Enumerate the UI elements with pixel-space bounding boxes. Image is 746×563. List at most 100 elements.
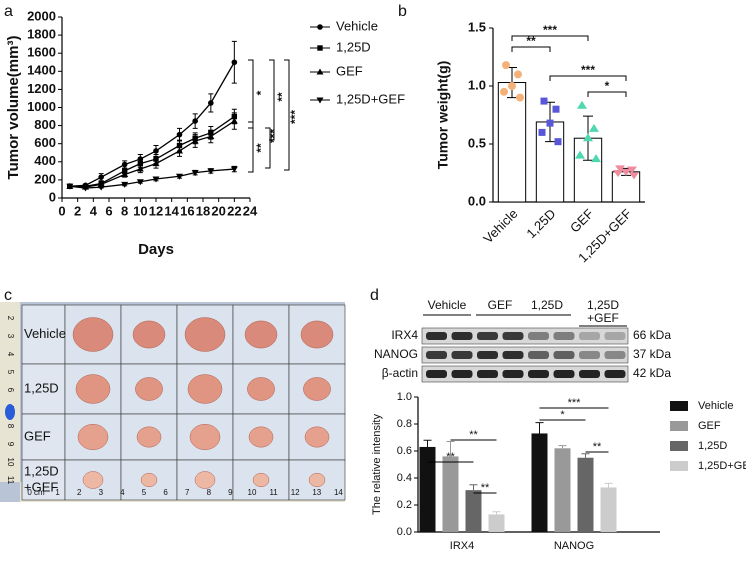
point xyxy=(552,105,560,113)
tumor xyxy=(308,472,326,488)
blot-band xyxy=(477,370,498,378)
significance-label: * xyxy=(560,409,565,421)
point xyxy=(589,123,599,132)
lane-label: 1,25D xyxy=(587,298,619,312)
marker xyxy=(192,118,198,124)
point xyxy=(627,166,637,174)
clip xyxy=(5,404,15,420)
lane-label: 1,25D xyxy=(531,298,563,312)
y-tick-label: 1.0 xyxy=(468,77,486,92)
ruler-label: 5 xyxy=(6,370,15,375)
tumor xyxy=(75,374,111,404)
y-tick-label: 1600 xyxy=(27,45,56,60)
significance-label: * xyxy=(605,79,610,93)
legend-label: 1,25D xyxy=(698,440,727,452)
row-label: GEF xyxy=(24,428,51,443)
blot-band xyxy=(528,370,549,378)
y-tick-label: 2000 xyxy=(27,8,56,23)
tumor xyxy=(244,320,278,349)
error-bar xyxy=(492,511,501,515)
x-tick-label: 14 xyxy=(164,203,179,218)
blot-band xyxy=(528,332,549,340)
x-axis-title: Days xyxy=(138,241,174,258)
point xyxy=(591,154,601,163)
tumor xyxy=(194,471,216,489)
significance-label: *** xyxy=(288,110,302,124)
protein-label: β-actin xyxy=(382,366,418,380)
marker xyxy=(316,97,324,104)
y-tick-label: 1800 xyxy=(27,27,56,42)
y-tick-label: 0.0 xyxy=(397,526,412,538)
error-bar xyxy=(469,484,478,491)
y-tick-label: 1400 xyxy=(27,63,56,78)
y-tick-label: 0.4 xyxy=(397,472,412,484)
marker xyxy=(317,24,323,30)
y-tick-label: 600 xyxy=(34,135,56,150)
point xyxy=(502,61,510,70)
marker xyxy=(176,147,183,154)
line xyxy=(69,120,235,188)
panel-label: b xyxy=(398,3,407,20)
tumor xyxy=(187,374,223,404)
ruler-label: 7 xyxy=(185,488,190,497)
blot-strip xyxy=(421,365,629,383)
x-tick-label: 20 xyxy=(211,203,225,218)
ruler-label: 4 xyxy=(120,488,125,497)
error-bar xyxy=(446,441,455,457)
bar xyxy=(600,487,617,532)
tumor xyxy=(300,320,334,349)
x-tick-label: 18 xyxy=(196,203,210,218)
marker xyxy=(317,45,323,51)
marker xyxy=(97,184,105,191)
legend-label: GEF xyxy=(336,63,363,78)
significance-label: ** xyxy=(526,34,536,48)
blot-band xyxy=(477,332,498,340)
blot-band xyxy=(426,332,447,340)
legend-label: Vehicle xyxy=(336,18,378,33)
marker xyxy=(66,183,74,190)
marker xyxy=(121,161,128,168)
legend-swatch xyxy=(670,461,688,471)
ruler-label: 2 xyxy=(6,316,15,321)
ruler-label: 2 xyxy=(77,488,82,497)
point xyxy=(516,93,524,102)
blot-band xyxy=(553,351,575,359)
lane-label: Vehicle xyxy=(428,298,467,312)
panel-label: a xyxy=(4,3,13,20)
x-tick-label: 16 xyxy=(180,203,194,218)
bar xyxy=(497,82,527,203)
blot-band xyxy=(502,332,524,340)
marker xyxy=(230,166,238,173)
row-label-cell xyxy=(21,363,66,415)
line xyxy=(69,168,235,189)
point xyxy=(540,97,548,105)
marker xyxy=(231,59,238,66)
tumor xyxy=(189,424,221,450)
ruler-label: 3 xyxy=(99,488,104,497)
tumor xyxy=(303,377,331,401)
y-axis-title: Tumor volume(mm³) xyxy=(5,36,22,180)
x-tick-label: Vehicle xyxy=(480,206,520,246)
y-tick-label: 800 xyxy=(34,117,56,132)
ruler-label: 14 xyxy=(334,488,343,497)
significance-label: ** xyxy=(275,92,289,102)
significance-label: *** xyxy=(568,397,582,409)
panel-label: c xyxy=(4,287,12,304)
y-axis-title: The relative intensity xyxy=(371,414,383,515)
legend-label: GEF xyxy=(698,420,721,432)
significance-label: ** xyxy=(469,429,478,441)
tumor xyxy=(140,472,158,488)
point xyxy=(575,150,585,159)
bar xyxy=(488,514,505,532)
marker xyxy=(152,176,160,183)
x-tick-label: 1,25D xyxy=(523,206,558,241)
legend-swatch xyxy=(670,421,688,431)
significance-label: ** xyxy=(254,143,268,153)
ruler-label: 0 cm xyxy=(27,488,45,497)
x-tick-label: 0 xyxy=(58,203,65,218)
marker xyxy=(121,168,128,174)
ruler-left xyxy=(0,302,20,482)
bar xyxy=(442,456,459,532)
tumor xyxy=(136,426,162,448)
y-tick-label: 200 xyxy=(34,171,56,186)
